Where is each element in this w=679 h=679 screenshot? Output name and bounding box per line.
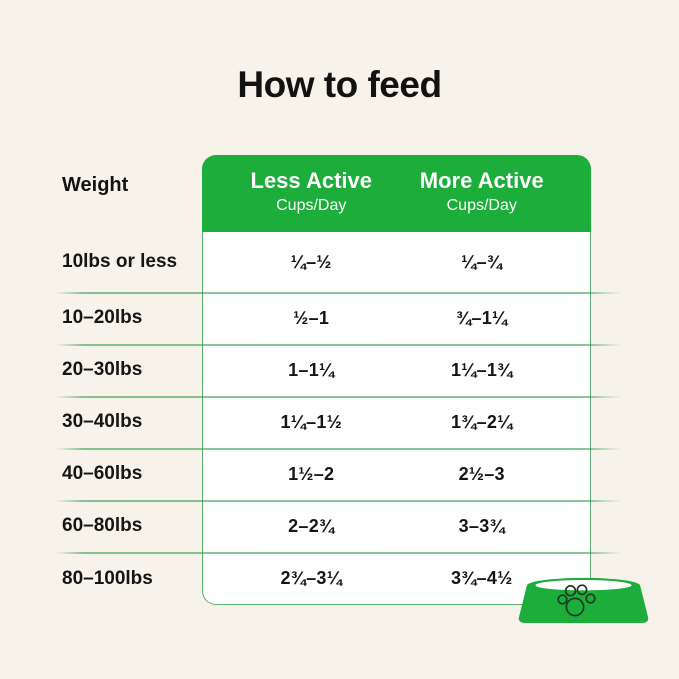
row-weight-label: 10–20lbs bbox=[62, 307, 143, 328]
less-active-value: 1½–2 bbox=[288, 463, 335, 484]
row-weight-label: 60–80lbs bbox=[62, 515, 143, 536]
table-row: 1¼–1½ 1¾–2¼ bbox=[202, 396, 591, 448]
row-divider bbox=[55, 500, 621, 502]
more-active-value: ¾–1¼ bbox=[456, 307, 508, 328]
row-weight-label: 30–40lbs bbox=[62, 411, 143, 432]
more-active-value: 1¾–2¼ bbox=[450, 411, 513, 432]
more-active-value: 3–3¾ bbox=[458, 515, 505, 536]
less-active-value: 2¾–3¼ bbox=[280, 568, 343, 588]
row-divider bbox=[55, 448, 621, 450]
column-header-more-active: More Active Cups/Day bbox=[397, 168, 568, 232]
more-active-value: ¼–¾ bbox=[461, 251, 503, 272]
paw-print-icon bbox=[557, 584, 596, 617]
column-header-less-active: Less Active Cups/Day bbox=[226, 168, 397, 232]
column-label: More Active bbox=[419, 168, 544, 193]
row-divider bbox=[55, 396, 621, 398]
table-body-panel bbox=[202, 232, 591, 605]
table-row: 1–1¼ 1¼–1¾ bbox=[202, 344, 591, 396]
row-divider bbox=[55, 552, 621, 554]
weight-column-header: Weight bbox=[62, 174, 129, 196]
column-label: Less Active bbox=[250, 168, 372, 193]
dog-bowl-icon bbox=[518, 577, 649, 623]
row-divider bbox=[55, 292, 621, 294]
less-active-value: 1¼–1½ bbox=[280, 411, 343, 432]
column-sublabel: Cups/Day bbox=[446, 197, 517, 214]
less-active-value: ¼–½ bbox=[290, 251, 332, 272]
row-weight-label: 10lbs or less bbox=[62, 251, 178, 272]
more-active-value: 3¾–4½ bbox=[450, 568, 513, 588]
less-active-value: 2–2¾ bbox=[288, 515, 335, 536]
page-title: How to feed bbox=[237, 64, 442, 105]
column-sublabel: Cups/Day bbox=[276, 197, 347, 214]
table-row: 2¾–3¼ 3¾–4½ bbox=[202, 552, 591, 605]
row-weight-label: 20–30lbs bbox=[62, 359, 143, 380]
more-active-value: 2½–3 bbox=[458, 463, 505, 484]
less-active-value: ½–1 bbox=[293, 307, 330, 328]
table-row: 1½–2 2½–3 bbox=[202, 448, 591, 500]
row-weight-label: 80–100lbs bbox=[62, 567, 153, 589]
table-row: ½–1 ¾–1¼ bbox=[202, 292, 591, 344]
table-header-band: Less Active Cups/Day More Active Cups/Da… bbox=[202, 155, 591, 232]
table-row: ¼–½ ¼–¾ bbox=[202, 232, 591, 292]
less-active-value: 1–1¼ bbox=[288, 359, 335, 380]
more-active-value: 1¼–1¾ bbox=[450, 359, 513, 380]
row-weight-label: 40–60lbs bbox=[62, 463, 143, 484]
table-row: 2–2¾ 3–3¾ bbox=[202, 500, 591, 552]
row-divider bbox=[55, 344, 621, 346]
